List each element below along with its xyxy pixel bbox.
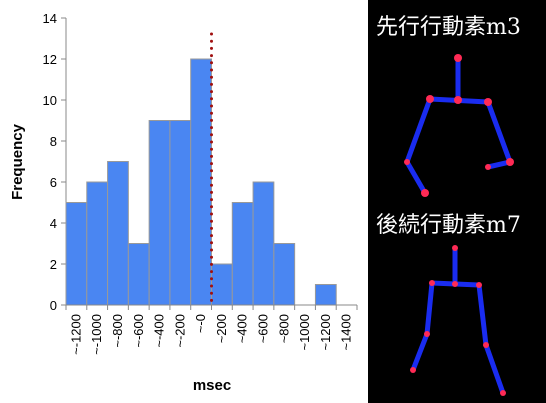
y-tick-label: 12 bbox=[43, 52, 57, 67]
x-tick-label: ~-800 bbox=[110, 314, 125, 348]
x-tick-label: ~-1200 bbox=[68, 314, 83, 355]
bar bbox=[66, 203, 87, 306]
y-tick-label: 6 bbox=[50, 175, 57, 190]
bar bbox=[253, 182, 274, 305]
x-tick-label: ~600 bbox=[255, 314, 270, 343]
bar bbox=[170, 121, 191, 306]
y-axis-label: Frequency bbox=[9, 123, 26, 200]
x-tick-label: ~400 bbox=[235, 314, 250, 343]
x-tick-label: ~-0 bbox=[193, 314, 208, 333]
y-tick-label: 8 bbox=[50, 134, 57, 149]
bar bbox=[108, 162, 129, 306]
bar bbox=[315, 285, 336, 306]
x-tick-label: ~-400 bbox=[152, 314, 167, 348]
x-tick-label: ~-1000 bbox=[89, 314, 104, 355]
y-tick-label: 4 bbox=[50, 216, 57, 231]
y-tick-label: 0 bbox=[50, 298, 57, 313]
bar bbox=[128, 244, 149, 306]
bar bbox=[232, 203, 253, 306]
x-tick-label: ~-600 bbox=[131, 314, 146, 348]
bar bbox=[274, 244, 295, 306]
bar bbox=[212, 264, 233, 305]
x-tick-label: ~-200 bbox=[172, 314, 187, 348]
x-tick-label: ~800 bbox=[276, 314, 291, 343]
x-tick-label: ~1000 bbox=[297, 314, 312, 351]
bar bbox=[149, 121, 170, 306]
x-tick-label: ~1200 bbox=[318, 314, 333, 351]
x-axis-label: msec bbox=[193, 377, 231, 394]
page: 先行行動素m3 後続行動素m7 Frequency msec 0 2 4 6 8 10 12… bbox=[0, 0, 546, 403]
y-tick-label: 14 bbox=[43, 11, 57, 26]
bar bbox=[191, 59, 212, 305]
y-tick-label: 2 bbox=[50, 257, 57, 272]
x-tick-label: ~1400 bbox=[339, 314, 354, 351]
panel-label: 先行行動素m3 bbox=[376, 15, 521, 40]
y-tick-label: 10 bbox=[43, 93, 57, 108]
panel-label: 後続行動素m7 bbox=[376, 213, 521, 238]
x-tick-label: ~200 bbox=[214, 314, 229, 343]
bar bbox=[87, 182, 108, 305]
